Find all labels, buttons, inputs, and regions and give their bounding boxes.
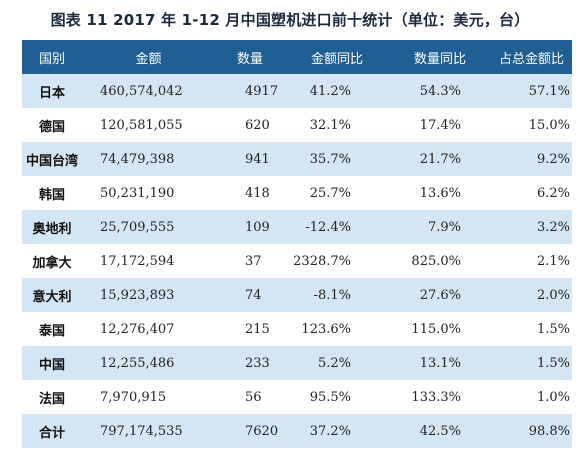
table-body: 日本 460,574,042 4917 41.2% 54.3% 57.1% 德国 120,58… [22, 74, 572, 448]
import-stats-table: 国别 金额 数量 金额同比 数量同比 占总金额比 日本 460,574,042 49… [22, 40, 572, 448]
header-country: 国别 [38, 51, 65, 67]
table-row: 韩国 50,231,190 418 25.7% 13.6% 6.2% [22, 176, 572, 210]
cell-country: 法国 [38, 391, 65, 407]
table-row: 加拿大 17,172,594 37 2328.7% 825.0% 2.1% [22, 244, 572, 278]
cell-quantity-yoy: 13.6% [419, 185, 461, 201]
cell-quantity-yoy: 21.7% [419, 151, 461, 167]
header-quantity-yoy: 数量同比 [413, 51, 466, 67]
cell-country: 泰国 [38, 323, 65, 339]
cell-country: 中国台湾 [25, 153, 78, 169]
cell-quantity: 620 [245, 117, 270, 133]
cell-amount-share: 1.5% [536, 355, 570, 371]
cell-amount-share: 57.1% [528, 83, 570, 99]
table-row: 法国 7,970,915 56 95.5% 133.3% 1.0% [22, 380, 572, 414]
cell-quantity-yoy: 133.3% [411, 389, 461, 405]
cell-amount: 50,231,190 [100, 185, 175, 201]
cell-amount-yoy: 25.7% [309, 185, 351, 201]
cell-amount-share: 1.5% [536, 321, 570, 337]
cell-quantity-yoy: 54.3% [419, 83, 461, 99]
cell-quantity: 418 [245, 185, 270, 201]
table-row: 日本 460,574,042 4917 41.2% 54.3% 57.1% [22, 74, 572, 108]
header-amount-share: 占总金额比 [498, 51, 564, 67]
cell-amount: 797,174,535 [100, 423, 183, 439]
cell-amount: 25,709,555 [100, 219, 175, 235]
cell-country: 日本 [38, 85, 65, 101]
cell-amount-share: 3.2% [536, 219, 570, 235]
cell-amount: 7,970,915 [100, 389, 167, 405]
cell-country: 中国 [38, 357, 65, 373]
cell-quantity-yoy: 17.4% [419, 117, 461, 133]
cell-quantity: 7620 [245, 423, 279, 439]
header-row: 国别 金额 数量 金额同比 数量同比 占总金额比 [22, 40, 572, 74]
cell-amount: 74,479,398 [100, 151, 175, 167]
header-amount: 金额 [135, 51, 162, 67]
cell-quantity-yoy: 115.0% [411, 321, 461, 337]
cell-amount-share: 98.8% [528, 423, 570, 439]
cell-amount-yoy: 37.2% [309, 423, 351, 439]
table-title: 图表 11 2017 年 1-12 月中国塑机进口前十统计（单位：美元，台） [50, 11, 530, 29]
cell-quantity-yoy: 13.1% [419, 355, 461, 371]
cell-amount: 460,574,042 [100, 83, 183, 99]
cell-quantity: 4917 [245, 83, 279, 99]
table-row: 德国 120,581,055 620 32.1% 17.4% 15.0% [22, 108, 572, 142]
cell-amount-share: 9.2% [536, 151, 570, 167]
cell-country: 奥地利 [32, 221, 72, 237]
cell-amount-yoy: 5.2% [317, 355, 351, 371]
cell-amount-yoy: 35.7% [309, 151, 351, 167]
cell-amount-yoy: 32.1% [309, 117, 351, 133]
cell-amount-share: 2.0% [536, 287, 570, 303]
header-amount-yoy: 金额同比 [310, 51, 363, 67]
table-row: 中国 12,255,486 233 5.2% 13.1% 1.5% [22, 346, 572, 380]
cell-amount-yoy: 2328.7% [293, 253, 351, 269]
cell-amount-share: 1.0% [536, 389, 570, 405]
cell-amount-share: 15.0% [528, 117, 570, 133]
cell-country: 韩国 [38, 187, 65, 203]
header-quantity: 数量 [236, 51, 263, 67]
table-row: 意大利 15,923,893 74 -8.1% 27.6% 2.0% [22, 278, 572, 312]
cell-amount: 12,255,486 [100, 355, 175, 371]
cell-amount: 17,172,594 [100, 253, 175, 269]
cell-amount-yoy: 123.6% [301, 321, 351, 337]
cell-amount: 120,581,055 [100, 117, 183, 133]
cell-quantity-yoy: 7.9% [427, 219, 461, 235]
cell-quantity-yoy: 42.5% [419, 423, 461, 439]
import-stats-table-container: 国别 金额 数量 金额同比 数量同比 占总金额比 日本 460,574,042 49… [22, 40, 572, 448]
cell-country: 意大利 [32, 289, 72, 305]
cell-amount-yoy: -8.1% [313, 287, 351, 303]
cell-quantity: 109 [245, 219, 270, 235]
table-row: 泰国 12,276,407 215 123.6% 115.0% 1.5% [22, 312, 572, 346]
cell-quantity-yoy: 27.6% [419, 287, 461, 303]
cell-quantity-yoy: 825.0% [411, 253, 461, 269]
cell-amount-share: 2.1% [536, 253, 570, 269]
cell-country: 合计 [38, 425, 65, 441]
cell-quantity: 37 [245, 253, 262, 269]
cell-quantity: 215 [245, 321, 270, 337]
cell-amount-share: 6.2% [536, 185, 570, 201]
cell-amount-yoy: 95.5% [309, 389, 351, 405]
cell-quantity: 74 [245, 287, 262, 303]
table-row: 中国台湾 74,479,398 941 35.7% 21.7% 9.2% [22, 142, 572, 176]
cell-amount-yoy: 41.2% [309, 83, 351, 99]
cell-quantity: 233 [245, 355, 270, 371]
cell-country: 德国 [38, 119, 65, 135]
cell-amount: 15,923,893 [100, 287, 175, 303]
table-row: 奥地利 25,709,555 109 -12.4% 7.9% 3.2% [22, 210, 572, 244]
cell-quantity: 56 [245, 389, 262, 405]
cell-amount: 12,276,407 [100, 321, 175, 337]
cell-amount-yoy: -12.4% [305, 219, 351, 235]
table-row: 合计 797,174,535 7620 37.2% 42.5% 98.8% [22, 414, 572, 448]
cell-quantity: 941 [245, 151, 270, 167]
cell-country: 加拿大 [32, 255, 72, 271]
